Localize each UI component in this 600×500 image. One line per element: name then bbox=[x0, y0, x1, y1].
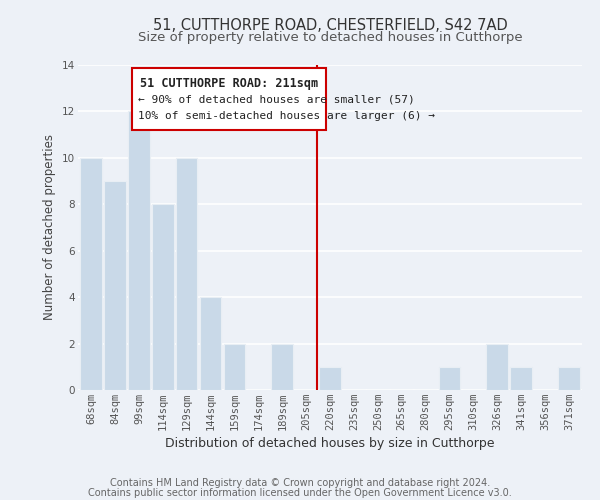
Bar bbox=[487, 344, 508, 390]
Bar bbox=[319, 367, 341, 390]
FancyBboxPatch shape bbox=[132, 68, 326, 130]
Text: 51 CUTTHORPE ROAD: 211sqm: 51 CUTTHORPE ROAD: 211sqm bbox=[140, 78, 318, 90]
Y-axis label: Number of detached properties: Number of detached properties bbox=[43, 134, 56, 320]
Bar bbox=[152, 204, 173, 390]
Text: 10% of semi-detached houses are larger (6) →: 10% of semi-detached houses are larger (… bbox=[138, 112, 435, 122]
Text: 51, CUTTHORPE ROAD, CHESTERFIELD, S42 7AD: 51, CUTTHORPE ROAD, CHESTERFIELD, S42 7A… bbox=[152, 18, 508, 32]
Bar bbox=[511, 367, 532, 390]
Bar bbox=[104, 181, 126, 390]
Bar bbox=[80, 158, 102, 390]
Text: Contains public sector information licensed under the Open Government Licence v3: Contains public sector information licen… bbox=[88, 488, 512, 498]
Text: ← 90% of detached houses are smaller (57): ← 90% of detached houses are smaller (57… bbox=[138, 94, 415, 104]
Text: Contains HM Land Registry data © Crown copyright and database right 2024.: Contains HM Land Registry data © Crown c… bbox=[110, 478, 490, 488]
Bar bbox=[176, 158, 197, 390]
X-axis label: Distribution of detached houses by size in Cutthorpe: Distribution of detached houses by size … bbox=[165, 437, 495, 450]
Bar bbox=[439, 367, 460, 390]
Text: Size of property relative to detached houses in Cutthorpe: Size of property relative to detached ho… bbox=[137, 31, 523, 44]
Bar bbox=[200, 297, 221, 390]
Bar bbox=[271, 344, 293, 390]
Bar bbox=[224, 344, 245, 390]
Bar bbox=[128, 112, 149, 390]
Bar bbox=[558, 367, 580, 390]
